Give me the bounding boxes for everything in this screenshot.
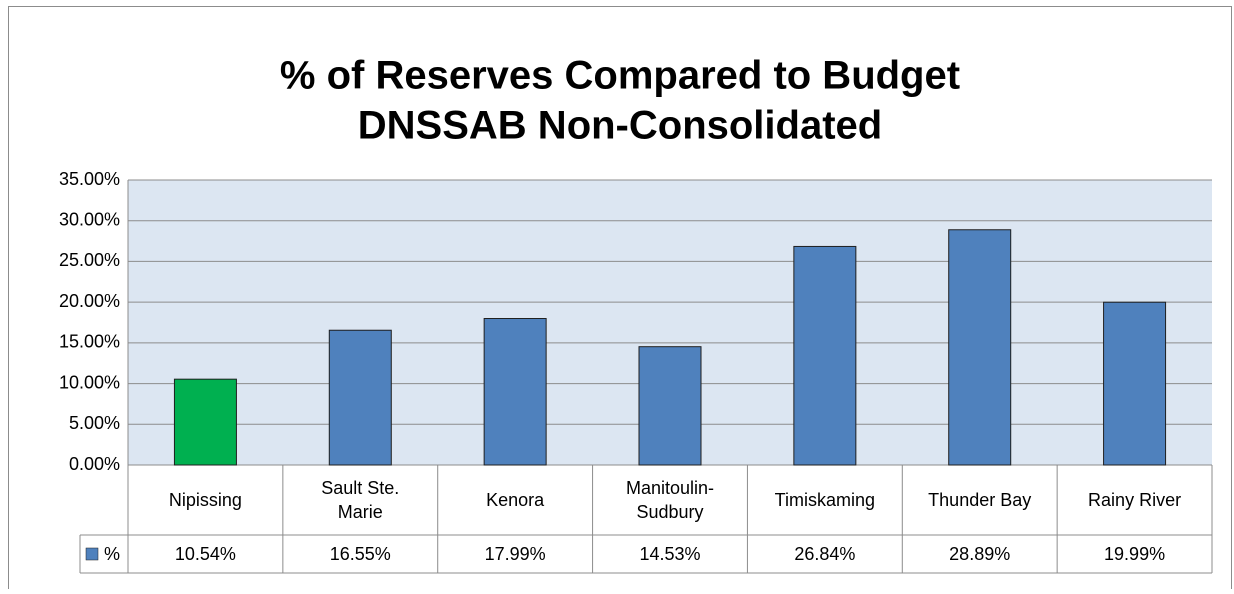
- y-tick-label: 10.00%: [59, 372, 120, 392]
- category-cell: Rainy River: [1057, 465, 1212, 535]
- bar: [638, 346, 702, 466]
- value-label: 14.53%: [639, 544, 700, 564]
- value-label: 17.99%: [485, 544, 546, 564]
- chart-title: % of Reserves Compared to Budget: [280, 54, 960, 98]
- category-cell: Kenora: [438, 465, 593, 535]
- bar: [1103, 301, 1167, 466]
- category-cell: Thunder Bay: [902, 465, 1057, 535]
- x-tick-label: Thunder Bay: [902, 465, 1057, 535]
- y-tick-label: 0.00%: [69, 454, 120, 474]
- chart-subtitle: DNSSAB Non-Consolidated: [358, 104, 882, 148]
- x-tick-text: Kenora: [486, 490, 545, 510]
- value-label: 19.99%: [1104, 544, 1165, 564]
- value-label: 10.54%: [175, 544, 236, 564]
- value-label: 26.84%: [794, 544, 855, 564]
- x-tick-label: Manitoulin-Sudbury: [593, 465, 748, 535]
- legend-key: [85, 547, 99, 561]
- value-label: 16.55%: [330, 544, 391, 564]
- x-tick-label: Nipissing: [128, 465, 283, 535]
- x-tick-text: Sault Ste. Marie: [321, 478, 400, 522]
- category-cell: Sault Ste. Marie: [283, 465, 438, 535]
- bar: [328, 329, 392, 466]
- x-tick-text: Manitoulin-Sudbury: [625, 478, 714, 522]
- x-tick-text: Nipissing: [168, 490, 242, 510]
- y-tick-label: 15.00%: [59, 332, 120, 352]
- y-tick-label: 5.00%: [69, 413, 120, 433]
- value-label: 28.89%: [949, 544, 1010, 564]
- category-cell: Timiskaming: [747, 465, 902, 535]
- y-tick-label: 20.00%: [59, 291, 120, 311]
- chart-border: [8, 6, 1232, 589]
- bar: [173, 378, 237, 466]
- x-tick-text: Rainy River: [1088, 490, 1182, 510]
- legend-label: %: [104, 544, 120, 564]
- bar: [793, 245, 857, 466]
- y-tick-label: 35.00%: [59, 169, 120, 189]
- y-tick-label: 25.00%: [59, 250, 120, 270]
- x-tick-text: Thunder Bay: [928, 490, 1032, 510]
- x-tick-text: Timiskaming: [774, 490, 876, 510]
- bar: [483, 318, 547, 466]
- category-cell: Manitoulin-Sudbury: [593, 465, 748, 535]
- x-tick-label: Rainy River: [1057, 465, 1212, 535]
- bar: [948, 229, 1012, 466]
- x-tick-label: Timiskaming: [747, 465, 902, 535]
- category-cell: Nipissing: [128, 465, 283, 535]
- x-tick-label: Kenora: [438, 465, 593, 535]
- y-tick-label: 30.00%: [59, 209, 120, 229]
- x-tick-label: Sault Ste. Marie: [283, 465, 438, 535]
